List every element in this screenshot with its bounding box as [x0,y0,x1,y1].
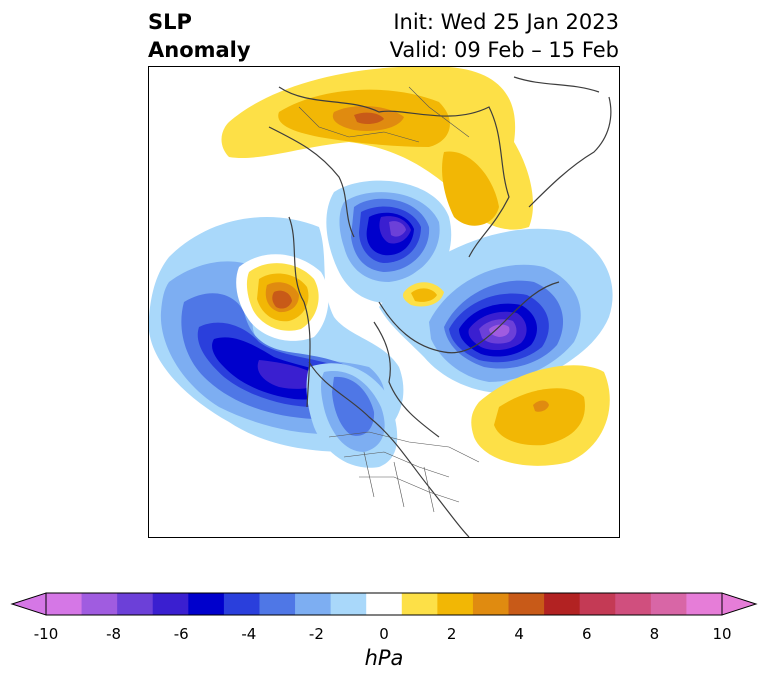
colorbar-swatch [295,593,332,615]
anomaly-map [148,66,620,538]
variable-sublabel: Anomaly [148,38,251,62]
colorbar-unit: hPa [364,646,404,670]
colorbar-tick-label: 10 [712,625,732,643]
map-canvas [149,67,613,537]
colorbar-frame [45,592,723,616]
variable-label: SLP [148,10,192,34]
azores-high [471,365,610,466]
colorbar [10,592,758,616]
colorbar-tick-label: 2 [446,625,457,643]
hudson-low [306,363,398,468]
colorbar-tick-label: -8 [106,625,122,643]
colorbar-tick-label: -4 [241,625,257,643]
greenland-high [402,282,444,307]
colorbar-tick-label: 8 [649,625,660,643]
colorbar-swatch [437,593,474,615]
valid-range: Valid: 09 Feb – 15 Feb [389,38,619,62]
colorbar-swatch [401,593,438,615]
colorbar-tick-label: 6 [582,625,592,643]
colorbar-swatch [686,593,723,615]
forecast-dates: Init: Wed 25 Jan 2023 Valid: 09 Feb – 15… [390,8,619,64]
colorbar-extend-low [10,592,47,616]
country-borders [298,86,480,513]
colorbar-tick-label: 4 [514,625,524,643]
beaufort-high [236,254,329,341]
colorbar-swatch [259,593,296,615]
colorbar-tick-label: -6 [173,625,189,643]
colorbar-swatch [152,593,189,615]
coastlines [268,76,612,537]
colorbar-swatch [579,593,616,615]
init-date: Init: Wed 25 Jan 2023 [393,10,619,34]
colorbar-swatch [117,593,154,615]
colorbar-swatch [544,593,581,615]
colorbar-swatch [223,593,260,615]
colorbar-tick-label: 0 [379,625,389,643]
colorbar-swatch [366,593,403,615]
colorbar-swatch [81,593,118,615]
colorbar-swatch [650,593,687,615]
colorbar-swatch [615,593,652,615]
colorbar-tick-label: -2 [308,625,324,643]
colorbar-swatch [472,593,510,615]
colorbar-swatch [46,593,83,615]
colorbar-swatch [508,593,545,615]
colorbar-swatch [330,593,367,615]
map-title: SLP Anomaly [148,8,251,64]
colorbar-swatch [188,593,225,615]
colorbar-extend-high [721,592,758,616]
colorbar-tick-label: -10 [33,625,59,643]
